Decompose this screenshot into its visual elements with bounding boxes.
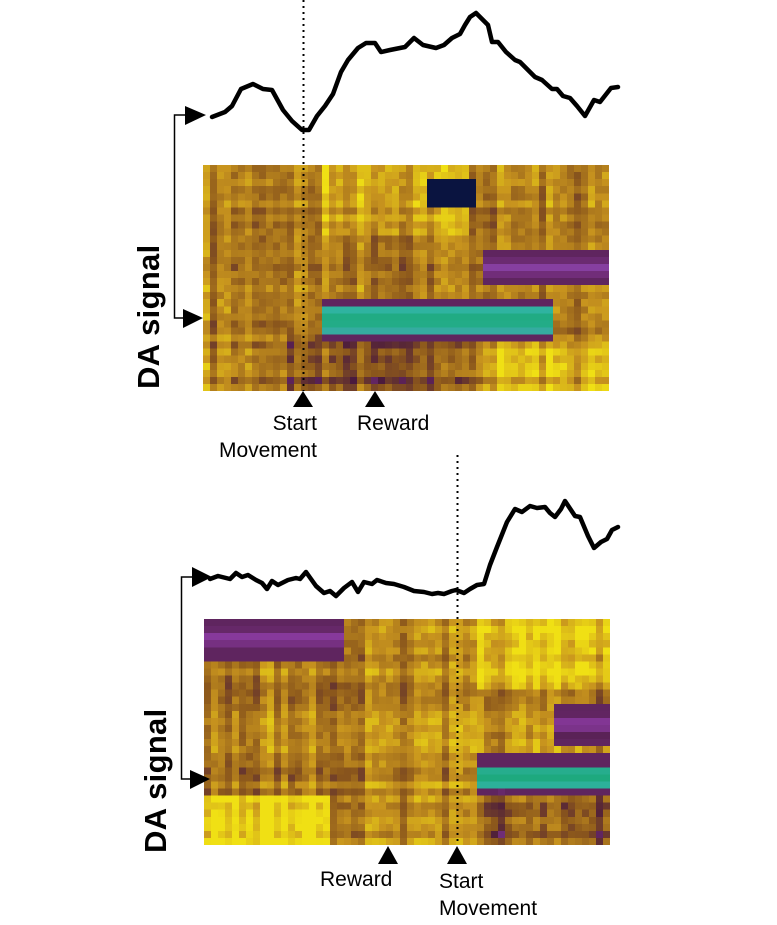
y-axis-label-panel-1: DA signal (131, 244, 166, 389)
start-label: Start (272, 412, 317, 435)
reward-label-1: Reward (357, 412, 430, 435)
arrow-right-icon (183, 309, 203, 328)
da-trace-panel-1 (209, 10, 621, 133)
arrow-right-icon (190, 770, 210, 789)
da-trace-panel-2 (207, 498, 621, 599)
row-bracket-panel-2 (180, 567, 212, 789)
arrow-right-icon (185, 106, 206, 125)
reward-triangle-icon-2 (378, 846, 398, 864)
arrow-right-icon (192, 567, 212, 587)
movement-label: Movement (439, 897, 538, 920)
y-axis-label-panel-2: DA signal (138, 708, 173, 853)
row-bracket-panel-1 (173, 106, 206, 328)
reward-label-2: Reward (320, 868, 393, 891)
start-movement-label-1: Start Movement (196, 410, 317, 464)
start-label: Start (439, 870, 484, 893)
heatmap-panel-2 (204, 619, 610, 845)
movement-label: Movement (218, 439, 317, 462)
start-movement-triangle-icon-1 (293, 391, 313, 407)
start-movement-triangle-icon-2 (447, 846, 467, 864)
start-movement-label-2: Start Movement (439, 868, 537, 922)
reward-triangle-icon-1 (365, 391, 385, 407)
heatmap-panel-1 (203, 165, 609, 391)
